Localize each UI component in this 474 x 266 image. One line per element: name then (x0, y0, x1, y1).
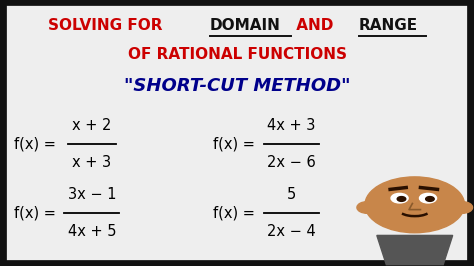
Text: f(x) =: f(x) = (14, 136, 61, 151)
Circle shape (357, 202, 378, 213)
Circle shape (397, 197, 406, 201)
Circle shape (426, 197, 434, 201)
Text: 4x + 5: 4x + 5 (68, 224, 116, 239)
Text: 2x − 4: 2x − 4 (267, 224, 315, 239)
Text: f(x) =: f(x) = (213, 136, 260, 151)
Text: 4x + 3: 4x + 3 (267, 118, 315, 132)
Text: OF RATIONAL FUNCTIONS: OF RATIONAL FUNCTIONS (128, 47, 346, 62)
Text: RANGE: RANGE (358, 18, 418, 33)
Circle shape (391, 193, 408, 203)
Text: 5: 5 (286, 187, 296, 202)
Circle shape (365, 177, 465, 233)
Text: f(x) =: f(x) = (14, 205, 61, 220)
Text: x + 3: x + 3 (73, 155, 111, 170)
Text: 3x − 1: 3x − 1 (68, 187, 116, 202)
Circle shape (452, 202, 473, 213)
Text: 2x − 6: 2x − 6 (267, 155, 315, 170)
Polygon shape (377, 235, 453, 265)
Circle shape (419, 193, 437, 203)
Text: DOMAIN: DOMAIN (210, 18, 281, 33)
Text: SOLVING FOR: SOLVING FOR (48, 18, 168, 33)
Text: x + 2: x + 2 (72, 118, 112, 132)
Text: f(x) =: f(x) = (213, 205, 260, 220)
Text: "SHORT-CUT METHOD": "SHORT-CUT METHOD" (124, 77, 350, 95)
Text: AND: AND (291, 18, 338, 33)
